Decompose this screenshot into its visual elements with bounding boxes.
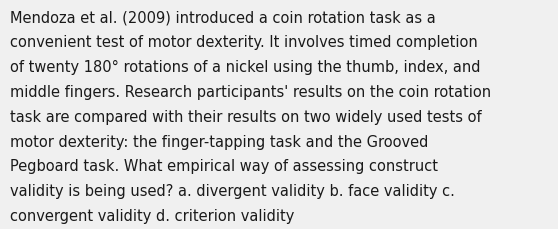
Text: motor dexterity: the finger-tapping task and the Grooved: motor dexterity: the finger-tapping task… [10, 134, 429, 149]
Text: convergent validity d. criterion validity: convergent validity d. criterion validit… [10, 208, 295, 223]
Text: validity is being used? a. divergent validity b. face validity c.: validity is being used? a. divergent val… [10, 183, 455, 198]
Text: of twenty 180° rotations of a nickel using the thumb, index, and: of twenty 180° rotations of a nickel usi… [10, 60, 480, 75]
Text: convenient test of motor dexterity. It involves timed completion: convenient test of motor dexterity. It i… [10, 35, 478, 50]
Text: Pegboard task. What empirical way of assessing construct: Pegboard task. What empirical way of ass… [10, 159, 438, 174]
Text: middle fingers. Research participants' results on the coin rotation: middle fingers. Research participants' r… [10, 85, 491, 99]
Text: Mendoza et al. (2009) introduced a coin rotation task as a: Mendoza et al. (2009) introduced a coin … [10, 10, 436, 25]
Text: task are compared with their results on two widely used tests of: task are compared with their results on … [10, 109, 482, 124]
